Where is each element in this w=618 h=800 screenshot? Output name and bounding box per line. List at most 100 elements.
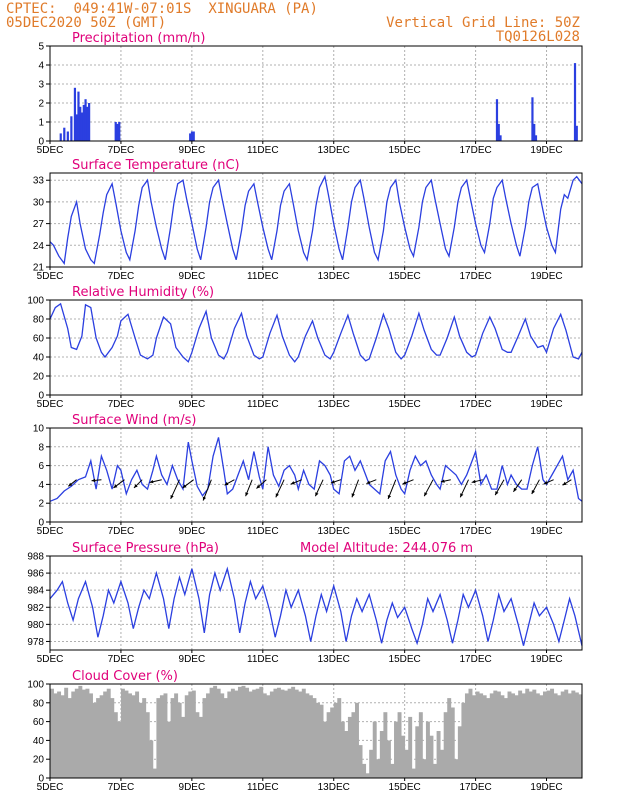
wind-vector-head xyxy=(315,492,319,497)
cloud-bar xyxy=(394,721,398,778)
wind-vector-head xyxy=(402,481,407,485)
cloud-bar xyxy=(156,698,161,778)
cloud-bar xyxy=(355,702,359,778)
cloud-bar xyxy=(184,695,189,778)
cloud-xtick-label: 19DEC xyxy=(530,782,562,793)
precip-bar xyxy=(88,103,91,141)
cloud-bar xyxy=(525,688,530,778)
cloud-bar xyxy=(564,689,569,778)
cloud-bar xyxy=(195,712,200,778)
cloud-bar xyxy=(85,688,90,778)
cloud-bar xyxy=(230,688,235,778)
cloud-bar xyxy=(53,693,58,778)
wind-vector-head xyxy=(460,493,464,498)
pressure-xtick-label: 7DEC xyxy=(108,654,135,665)
cloud-bar xyxy=(472,695,476,778)
cloud-bar xyxy=(71,691,76,778)
wind-vector-head xyxy=(245,492,249,497)
wind-vector-head xyxy=(366,480,371,484)
cloud-xtick-label: 17DEC xyxy=(459,782,491,793)
rh-ytick-label: 0 xyxy=(38,391,44,402)
cloud-bar xyxy=(223,698,228,778)
cloud-bar xyxy=(89,693,93,778)
cloud-bar xyxy=(418,712,423,778)
precip-bar xyxy=(86,106,89,141)
cloud-bar xyxy=(319,704,324,778)
cloud-bar xyxy=(376,759,381,778)
cloud-bar xyxy=(443,712,448,778)
cloud-bar xyxy=(351,712,356,778)
wind-vector-head xyxy=(91,478,96,483)
precip-bar xyxy=(189,133,192,141)
cloud-bar xyxy=(273,688,278,778)
cloud-bar xyxy=(262,693,267,778)
wind-vector-head xyxy=(202,496,207,501)
wind-vector-head xyxy=(513,487,517,492)
cloud-bar xyxy=(578,694,583,778)
wind-xtick-label: 17DEC xyxy=(459,526,491,537)
cloud-bar xyxy=(220,693,225,778)
cloud-bar xyxy=(347,716,352,778)
cloud-xtick-label: 5DEC xyxy=(37,782,64,793)
cloud-xtick-label: 11DEC xyxy=(247,782,279,793)
cloud-bar xyxy=(447,698,452,778)
cloud-bar xyxy=(50,688,54,778)
temp-title: Surface Temperature (nC) xyxy=(72,158,240,173)
pressure-xtick-label: 5DEC xyxy=(37,654,64,665)
cloud-bar xyxy=(206,693,210,778)
header-source: CPTEC: xyxy=(6,1,57,17)
wind-vector-head xyxy=(134,484,138,488)
temp-ytick-label: 30 xyxy=(33,197,45,208)
cloud-bar xyxy=(415,726,420,778)
cloud-ytick-label: 100 xyxy=(27,680,44,691)
cloud-bar xyxy=(149,740,154,778)
cloud-bar xyxy=(369,749,374,778)
cloud-xtick-label: 9DEC xyxy=(179,782,206,793)
cloud-bar xyxy=(383,712,388,778)
cloud-bar xyxy=(454,759,459,778)
precip-bar xyxy=(70,116,73,141)
pressure-ytick-label: 978 xyxy=(27,637,44,648)
wind-vector-head xyxy=(424,492,428,497)
rh-xtick-label: 19DEC xyxy=(530,399,562,410)
wind-vector-head xyxy=(275,493,279,498)
cloud-bar xyxy=(330,707,335,778)
wind-title: Surface Wind (m/s) xyxy=(72,413,196,428)
cloud-bar xyxy=(408,716,413,778)
cloud-bar xyxy=(174,693,179,778)
precip-ytick-label: 3 xyxy=(38,80,44,91)
cloud-bar xyxy=(128,693,132,778)
cloud-bar xyxy=(177,702,182,778)
cloud-bar xyxy=(312,698,317,778)
cloud-bar xyxy=(181,716,186,778)
temp-xtick-label: 9DEC xyxy=(179,271,206,282)
precip-bar xyxy=(192,131,195,141)
cloud-xtick-label: 7DEC xyxy=(108,782,135,793)
cloud-ytick-label: 40 xyxy=(33,736,45,747)
rh-ytick-label: 100 xyxy=(27,296,44,307)
cloud-bar xyxy=(106,688,111,778)
precip-ytick-label: 4 xyxy=(38,61,44,72)
pressure-ytick-label: 988 xyxy=(27,552,44,563)
precip-xtick-label: 19DEC xyxy=(530,145,562,156)
precip-bar xyxy=(116,123,119,141)
cloud-bar xyxy=(113,712,118,778)
cloud-bar xyxy=(557,695,562,778)
wind-xtick-label: 9DEC xyxy=(179,526,206,537)
wind-ytick-label: 10 xyxy=(33,424,45,435)
wind-ytick-label: 6 xyxy=(38,461,44,472)
cloud-title: Cloud Cover (%) xyxy=(72,669,178,684)
cloud-bar xyxy=(64,687,69,778)
cloud-bar xyxy=(252,689,257,778)
pressure-xtick-label: 9DEC xyxy=(179,654,206,665)
cloud-bar xyxy=(535,693,540,778)
rh-xtick-label: 11DEC xyxy=(247,399,279,410)
wind-ytick-label: 4 xyxy=(38,480,44,491)
cloud-bar xyxy=(560,691,565,778)
wind-vector-head xyxy=(562,481,567,486)
precip-bar xyxy=(495,99,499,141)
cloud-bar xyxy=(450,707,455,778)
precip-xtick-label: 15DEC xyxy=(389,145,421,156)
pressure-ytick-label: 980 xyxy=(27,620,44,631)
